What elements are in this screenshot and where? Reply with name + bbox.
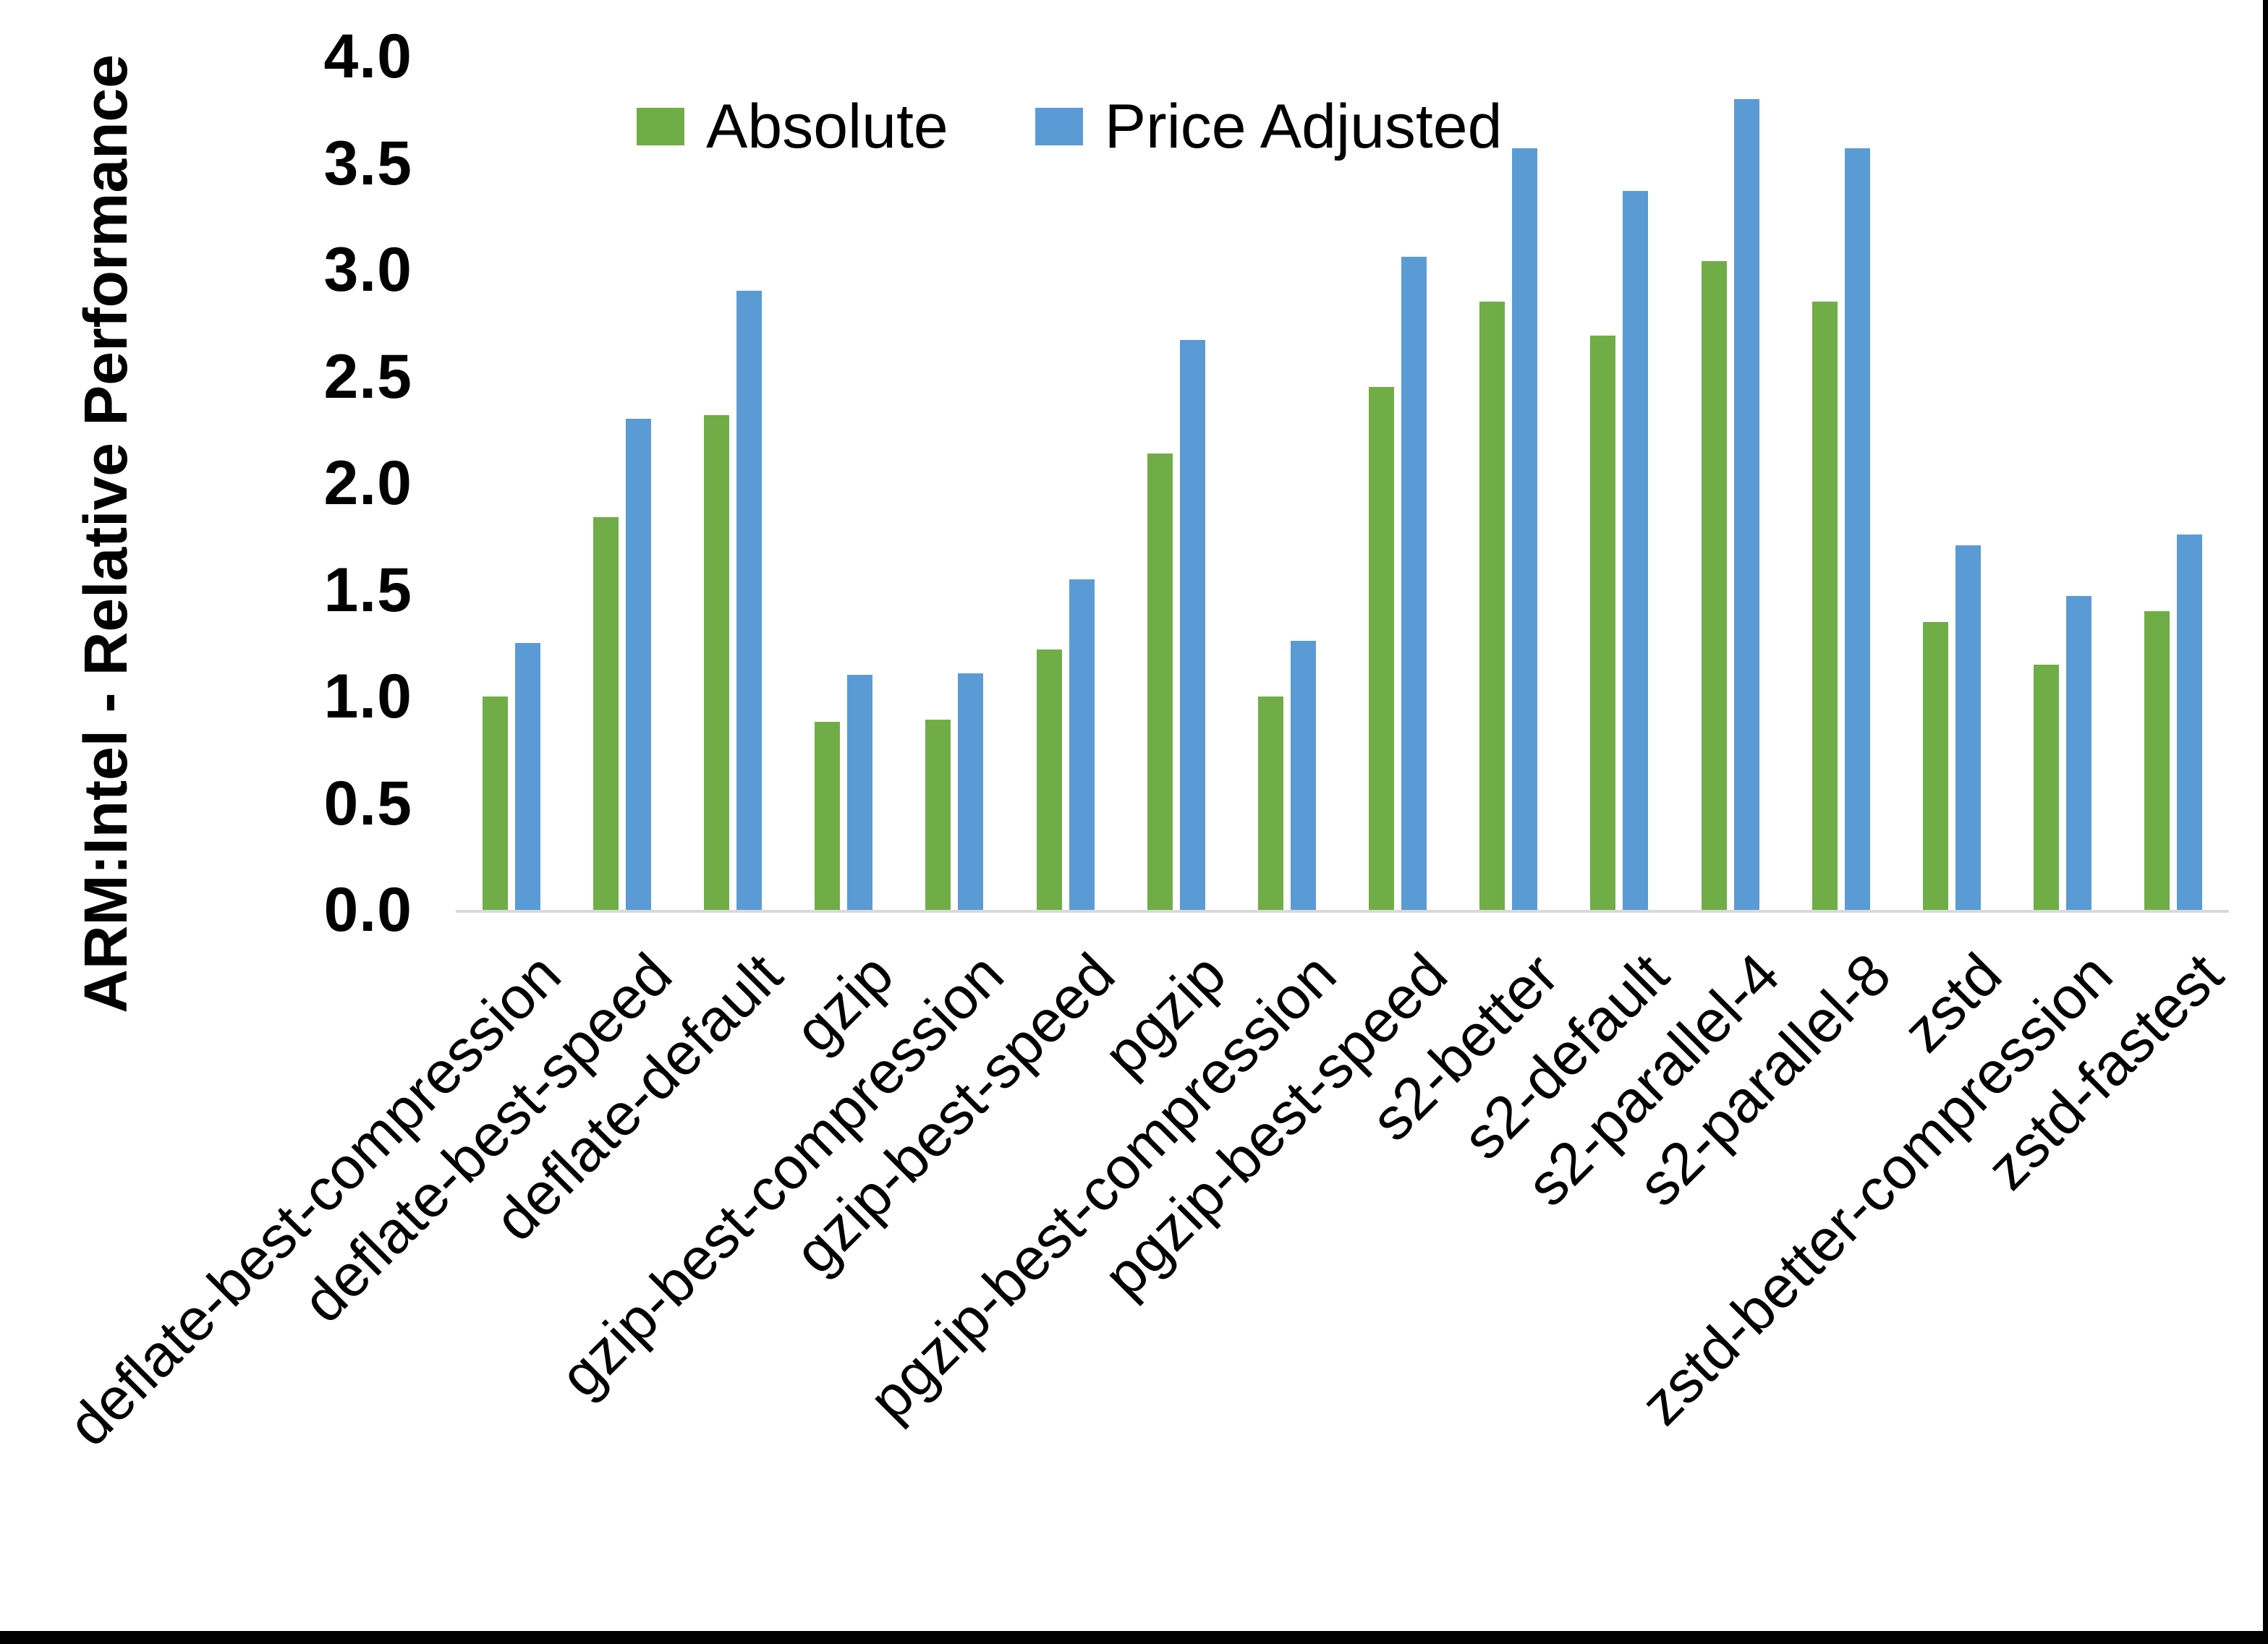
- y-tick-label: 3.0: [323, 235, 412, 304]
- legend: Absolute Price Adjusted: [637, 87, 1502, 166]
- y-tick-label: 1.5: [323, 555, 412, 625]
- legend-label: Price Adjusted: [1104, 91, 1503, 161]
- bar-absolute-gzip: [815, 722, 840, 910]
- bar-price-adjusted-s2-parallel-8: [1845, 148, 1870, 910]
- frame-border-right: [2263, 0, 2268, 1644]
- y-tick-label: 3.5: [323, 128, 412, 198]
- bar-price-adjusted-zstd-fastest: [2177, 534, 2202, 910]
- bar-price-adjusted-pgzip: [1180, 340, 1205, 910]
- legend-item-absolute: Absolute: [637, 91, 948, 163]
- bar-absolute-zstd-fastest: [2144, 611, 2170, 910]
- bar-price-adjusted-s2-better: [1512, 148, 1537, 910]
- y-tick-label: 0.0: [323, 875, 412, 945]
- y-tick-label: 0.5: [323, 768, 412, 838]
- bar-absolute-pgzip-best-speed: [1369, 387, 1394, 910]
- bar-absolute-s2-parallel-4: [1702, 261, 1727, 910]
- bar-absolute-zstd: [1923, 622, 1948, 910]
- legend-item-price-adjusted: Price Adjusted: [1035, 91, 1503, 163]
- frame-border-bottom: [0, 1631, 2268, 1644]
- bar-absolute-deflate-best-compression: [483, 697, 508, 910]
- bar-price-adjusted-gzip-best-compression: [958, 673, 983, 910]
- bar-absolute-gzip-best-compression: [925, 720, 951, 910]
- bar-absolute-zstd-better-compression: [2034, 665, 2059, 910]
- bar-price-adjusted-s2-parallel-4: [1734, 99, 1759, 910]
- bar-absolute-pgzip: [1147, 453, 1173, 910]
- legend-swatch-icon: [1035, 108, 1083, 145]
- y-tick-label: 1.0: [323, 662, 412, 731]
- y-tick-label: 2.5: [323, 341, 412, 412]
- bar-price-adjusted-s2-default: [1623, 191, 1648, 910]
- y-tick-label: 2.0: [323, 448, 412, 518]
- bar-absolute-s2-default: [1590, 336, 1615, 910]
- y-tick-label: 4.0: [323, 22, 412, 91]
- bar-absolute-pgzip-best-compression: [1258, 697, 1283, 910]
- bar-price-adjusted-deflate-best-speed: [626, 419, 651, 910]
- bar-absolute-deflate-default: [704, 415, 729, 910]
- bar-price-adjusted-pgzip-best-speed: [1401, 257, 1427, 910]
- legend-label: Absolute: [706, 91, 948, 161]
- bar-price-adjusted-deflate-best-compression: [515, 643, 540, 910]
- bar-price-adjusted-deflate-default: [736, 291, 762, 910]
- bar-absolute-s2-parallel-8: [1812, 302, 1838, 910]
- bar-price-adjusted-gzip-best-speed: [1069, 579, 1095, 910]
- bar-price-adjusted-zstd-better-compression: [2066, 596, 2091, 910]
- bar-price-adjusted-zstd: [1955, 545, 1981, 910]
- bar-price-adjusted-pgzip-best-compression: [1291, 641, 1316, 910]
- bar-absolute-deflate-best-speed: [593, 517, 619, 910]
- bar-price-adjusted-gzip: [847, 675, 872, 910]
- legend-swatch-icon: [637, 108, 684, 145]
- plot-area: [456, 56, 2229, 913]
- bar-absolute-gzip-best-speed: [1037, 649, 1062, 910]
- bar-absolute-s2-better: [1479, 302, 1505, 910]
